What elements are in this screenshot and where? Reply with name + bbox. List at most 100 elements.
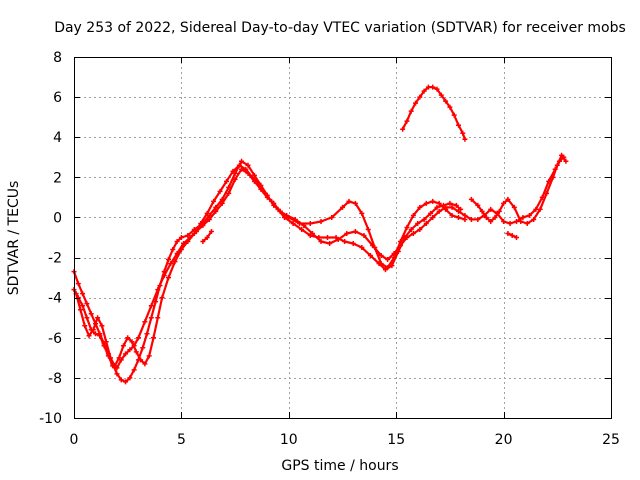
data-point xyxy=(421,216,427,222)
data-point xyxy=(447,200,453,206)
data-point xyxy=(84,301,90,307)
data-point xyxy=(271,200,277,206)
data-point xyxy=(290,220,296,226)
data-point xyxy=(170,247,176,253)
data-point xyxy=(75,281,81,287)
data-point xyxy=(430,84,436,90)
data-point xyxy=(86,333,92,339)
data-point xyxy=(174,251,180,257)
data-point xyxy=(239,166,245,172)
chart-title: Day 253 of 2022, Sidereal Day-to-day VTE… xyxy=(54,20,626,36)
data-point xyxy=(146,353,152,359)
y-tick-label: -10 xyxy=(39,411,62,427)
data-point xyxy=(533,206,539,212)
data-point xyxy=(92,331,98,337)
data-point xyxy=(200,239,206,245)
data-point xyxy=(123,351,129,357)
data-point xyxy=(385,257,391,263)
data-point xyxy=(135,335,141,341)
y-tick-label: -2 xyxy=(48,251,62,267)
data-point xyxy=(80,291,86,297)
data-point xyxy=(410,230,416,236)
data-point xyxy=(105,353,111,359)
data-point xyxy=(307,220,313,226)
data-point xyxy=(550,174,556,180)
data-point xyxy=(131,367,137,373)
data-point xyxy=(187,235,193,240)
data-point xyxy=(468,196,474,202)
data-point xyxy=(537,206,543,212)
data-point xyxy=(554,162,560,168)
series-track-1 xyxy=(72,160,466,383)
data-point xyxy=(443,204,449,210)
data-point xyxy=(200,222,206,228)
data-point xyxy=(511,204,517,210)
data-point xyxy=(350,241,356,247)
data-point xyxy=(391,251,397,257)
data-point xyxy=(148,303,154,309)
data-point xyxy=(559,152,565,158)
series-layer xyxy=(71,84,569,385)
data-point xyxy=(352,228,358,234)
data-point xyxy=(125,335,131,341)
series-track-4 xyxy=(401,85,466,141)
data-point xyxy=(415,220,421,226)
data-point xyxy=(526,212,532,218)
data-point xyxy=(103,339,109,345)
data-point xyxy=(434,86,440,92)
data-point xyxy=(501,218,507,224)
data-point xyxy=(361,232,367,238)
data-point xyxy=(408,108,414,114)
data-point xyxy=(84,315,90,321)
x-tick-label: 15 xyxy=(387,432,405,448)
data-point xyxy=(370,243,376,249)
y-axis-label: SDTVAR / TECUs xyxy=(6,181,22,296)
data-point xyxy=(423,200,429,206)
data-point xyxy=(382,267,388,273)
data-point xyxy=(462,212,468,218)
data-point xyxy=(436,208,442,214)
y-tick-label: 4 xyxy=(53,130,62,146)
data-point xyxy=(346,198,352,204)
data-point xyxy=(95,315,101,321)
data-point xyxy=(118,357,124,363)
data-point xyxy=(404,118,410,124)
data-point xyxy=(455,214,461,220)
data-point xyxy=(378,253,384,259)
data-point xyxy=(174,239,180,245)
data-point xyxy=(166,275,172,281)
data-point xyxy=(123,379,129,385)
data-point xyxy=(204,235,210,240)
data-point xyxy=(245,162,251,168)
data-point xyxy=(88,311,94,317)
data-point xyxy=(292,216,298,222)
data-point xyxy=(423,220,429,226)
data-point xyxy=(206,216,212,222)
data-point xyxy=(425,84,431,90)
y-tick-label: -8 xyxy=(48,371,62,387)
data-point xyxy=(488,206,494,212)
data-point xyxy=(359,245,365,251)
data-point xyxy=(251,178,257,184)
data-point xyxy=(245,170,251,176)
data-point xyxy=(367,253,373,259)
data-point xyxy=(150,335,156,341)
series-track-2 xyxy=(74,164,462,367)
data-point xyxy=(389,263,395,269)
data-point xyxy=(138,357,144,363)
data-point xyxy=(468,216,474,222)
data-point xyxy=(127,375,133,381)
data-point xyxy=(178,235,184,240)
x-tick-label: 25 xyxy=(602,432,620,448)
data-point xyxy=(133,349,139,355)
data-point xyxy=(155,287,161,293)
x-tick-label: 10 xyxy=(280,432,298,448)
data-point xyxy=(460,130,466,136)
data-point xyxy=(88,327,94,333)
data-point xyxy=(335,237,341,243)
y-tick-label: 0 xyxy=(53,210,62,226)
data-point xyxy=(264,194,270,200)
data-point xyxy=(359,210,365,216)
data-point xyxy=(140,345,146,351)
